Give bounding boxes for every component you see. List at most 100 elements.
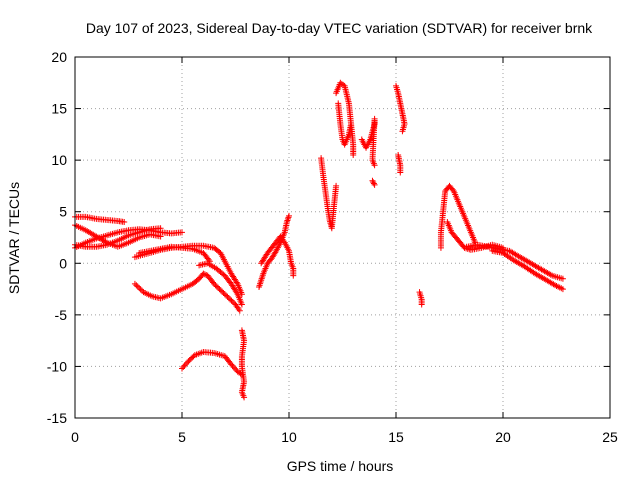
data-point bbox=[221, 291, 228, 298]
data-point bbox=[201, 271, 208, 278]
series-track-7 bbox=[131, 270, 243, 314]
data-point bbox=[225, 295, 232, 302]
data-point bbox=[228, 297, 235, 304]
data-point bbox=[449, 186, 456, 193]
data-point bbox=[286, 212, 292, 219]
data-point bbox=[182, 361, 189, 368]
data-point bbox=[241, 394, 248, 401]
data-point bbox=[223, 292, 230, 299]
y-tick-label: -15 bbox=[47, 410, 67, 426]
data-point bbox=[399, 128, 406, 135]
data-point bbox=[181, 362, 188, 369]
series-track-13 bbox=[318, 155, 340, 232]
data-point bbox=[137, 286, 144, 293]
data-point bbox=[139, 287, 146, 294]
series-track-9 bbox=[179, 348, 245, 378]
x-tick-label: 15 bbox=[388, 429, 404, 445]
series-track-14 bbox=[333, 79, 357, 158]
data-point bbox=[212, 282, 219, 289]
x-tick-label: 0 bbox=[71, 429, 79, 445]
series-track-21 bbox=[437, 182, 479, 251]
data-point bbox=[224, 293, 231, 300]
data-point bbox=[348, 121, 355, 128]
data-point bbox=[121, 219, 128, 226]
y-tick-label: 5 bbox=[59, 204, 67, 220]
x-axis-label: GPS time / hours bbox=[287, 458, 394, 474]
y-tick-label: 15 bbox=[51, 101, 67, 117]
axis-ticks: 0 5 10 15 20 25 -15 -10 -5 0 5 10 15 20 bbox=[47, 49, 618, 445]
data-point bbox=[213, 283, 220, 290]
data-point bbox=[371, 162, 378, 169]
series-track-8 bbox=[196, 260, 245, 308]
series-track-19 bbox=[395, 151, 404, 176]
y-tick-label: -5 bbox=[55, 307, 68, 323]
x-tick-label: 5 bbox=[178, 429, 186, 445]
data-point bbox=[205, 256, 212, 263]
data-point bbox=[272, 249, 279, 256]
series-track-12 bbox=[258, 233, 297, 279]
y-axis-label: SDTVAR / TECUs bbox=[6, 182, 22, 294]
series-track-11 bbox=[256, 212, 292, 291]
series-track-1 bbox=[72, 213, 128, 226]
data-point bbox=[370, 180, 377, 187]
data-point bbox=[418, 301, 425, 308]
data-marks bbox=[72, 79, 566, 401]
series-track-15 bbox=[335, 100, 355, 148]
data-point bbox=[229, 362, 236, 369]
data-point bbox=[216, 286, 223, 293]
data-point bbox=[220, 289, 227, 296]
series-track-6 bbox=[136, 243, 213, 265]
series-track-10 bbox=[238, 327, 248, 401]
series-track-20 bbox=[416, 289, 425, 308]
data-point bbox=[232, 365, 239, 372]
data-point bbox=[233, 279, 240, 286]
series-track-16 bbox=[358, 115, 378, 169]
grid-lines bbox=[75, 57, 610, 418]
series-track-17 bbox=[369, 177, 378, 188]
data-point bbox=[284, 215, 291, 222]
data-point bbox=[371, 181, 378, 188]
data-point bbox=[179, 229, 185, 236]
data-point bbox=[211, 280, 218, 287]
data-point bbox=[229, 298, 236, 305]
y-tick-label: 0 bbox=[59, 255, 67, 271]
data-point bbox=[333, 182, 340, 189]
data-point bbox=[157, 233, 164, 240]
data-point bbox=[236, 307, 243, 314]
data-point bbox=[233, 289, 240, 296]
data-point bbox=[230, 364, 237, 371]
y-tick-label: -10 bbox=[47, 358, 67, 374]
data-point bbox=[227, 296, 234, 303]
y-tick-label: 20 bbox=[51, 49, 67, 65]
data-point bbox=[136, 285, 143, 292]
data-point bbox=[238, 301, 245, 308]
x-tick-label: 20 bbox=[495, 429, 511, 445]
x-tick-label: 10 bbox=[281, 429, 297, 445]
series-track-23 bbox=[463, 241, 566, 282]
data-point bbox=[134, 283, 141, 290]
data-point bbox=[180, 364, 187, 371]
chart-title: Day 107 of 2023, Sidereal Day-to-day VTE… bbox=[86, 20, 593, 36]
data-point bbox=[133, 282, 140, 289]
series-track-18 bbox=[393, 82, 408, 135]
data-point bbox=[157, 225, 164, 232]
x-tick-label: 25 bbox=[602, 429, 618, 445]
data-point bbox=[228, 361, 235, 368]
data-point bbox=[200, 270, 207, 277]
data-point bbox=[215, 284, 222, 291]
series-track-24 bbox=[489, 247, 566, 293]
data-point bbox=[370, 179, 377, 186]
data-point bbox=[184, 359, 191, 366]
data-point bbox=[397, 169, 404, 176]
data-point bbox=[559, 286, 566, 293]
y-tick-label: 10 bbox=[51, 152, 67, 168]
data-point bbox=[369, 177, 376, 184]
data-point bbox=[559, 275, 566, 282]
data-point bbox=[179, 365, 185, 372]
data-point bbox=[290, 272, 297, 279]
data-point bbox=[350, 151, 357, 158]
data-point bbox=[217, 287, 224, 294]
plot-frame bbox=[74, 56, 611, 419]
data-point bbox=[219, 288, 226, 295]
